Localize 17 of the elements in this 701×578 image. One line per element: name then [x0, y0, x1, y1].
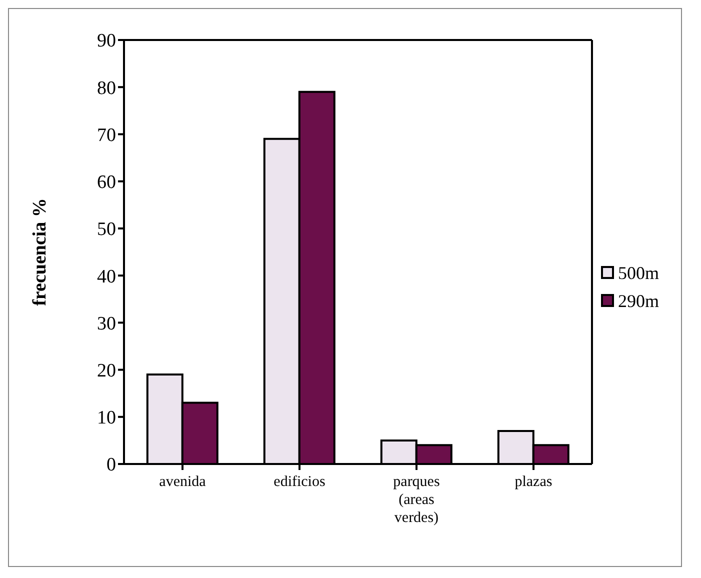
legend-label: 290m [618, 290, 659, 312]
y-tick-label: 60 [97, 172, 116, 194]
y-tick-label: 40 [97, 266, 116, 288]
y-tick-label: 20 [97, 360, 116, 382]
y-tick-label: 0 [106, 454, 116, 476]
y-axis-title: frecuencia % [30, 198, 51, 306]
y-tick-label: 90 [97, 30, 116, 52]
y-tick-label: 30 [97, 313, 116, 334]
legend-label: 500m [618, 262, 659, 284]
x-tick-label: edificios [274, 474, 326, 490]
y-tick-label: 70 [97, 124, 116, 146]
x-tick-label: avenida [159, 474, 206, 490]
x-tick-label: plazas [514, 474, 552, 490]
y-tick-label: 80 [97, 78, 116, 99]
y-tick-label: 50 [97, 219, 116, 240]
y-tick-label: 10 [97, 408, 116, 429]
x-tick-label: parques (areas verdes) [393, 474, 440, 526]
